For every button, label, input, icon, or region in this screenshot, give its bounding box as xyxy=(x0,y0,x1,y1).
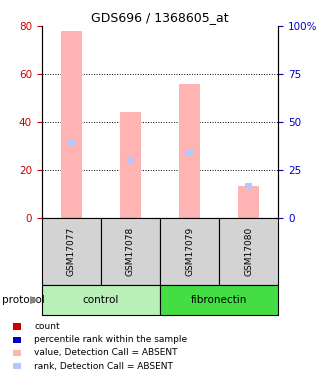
Bar xyxy=(42,217,101,285)
Text: value, Detection Call = ABSENT: value, Detection Call = ABSENT xyxy=(34,348,178,357)
Bar xyxy=(179,84,200,218)
Bar xyxy=(12,324,21,330)
Text: GSM17079: GSM17079 xyxy=(185,226,194,276)
Text: rank, Detection Call = ABSENT: rank, Detection Call = ABSENT xyxy=(34,362,173,370)
Bar xyxy=(238,186,259,218)
Text: ▶: ▶ xyxy=(30,295,39,305)
Text: percentile rank within the sample: percentile rank within the sample xyxy=(34,335,188,344)
Bar xyxy=(219,217,278,285)
Bar xyxy=(160,285,278,315)
Bar xyxy=(68,140,75,146)
Text: control: control xyxy=(83,295,119,305)
Text: GSM17078: GSM17078 xyxy=(126,226,135,276)
Bar xyxy=(127,157,134,163)
Bar xyxy=(186,150,193,156)
Bar xyxy=(120,112,141,218)
Text: GSM17080: GSM17080 xyxy=(244,226,253,276)
Bar xyxy=(160,217,219,285)
Bar xyxy=(12,363,21,369)
Bar xyxy=(245,183,252,189)
Title: GDS696 / 1368605_at: GDS696 / 1368605_at xyxy=(91,11,229,24)
Bar xyxy=(101,217,160,285)
Bar xyxy=(61,31,82,217)
Text: protocol: protocol xyxy=(2,295,44,305)
Bar xyxy=(12,337,21,343)
Text: count: count xyxy=(34,322,60,331)
Bar xyxy=(12,350,21,356)
Bar xyxy=(42,285,160,315)
Text: GSM17077: GSM17077 xyxy=(67,226,76,276)
Text: fibronectin: fibronectin xyxy=(191,295,247,305)
